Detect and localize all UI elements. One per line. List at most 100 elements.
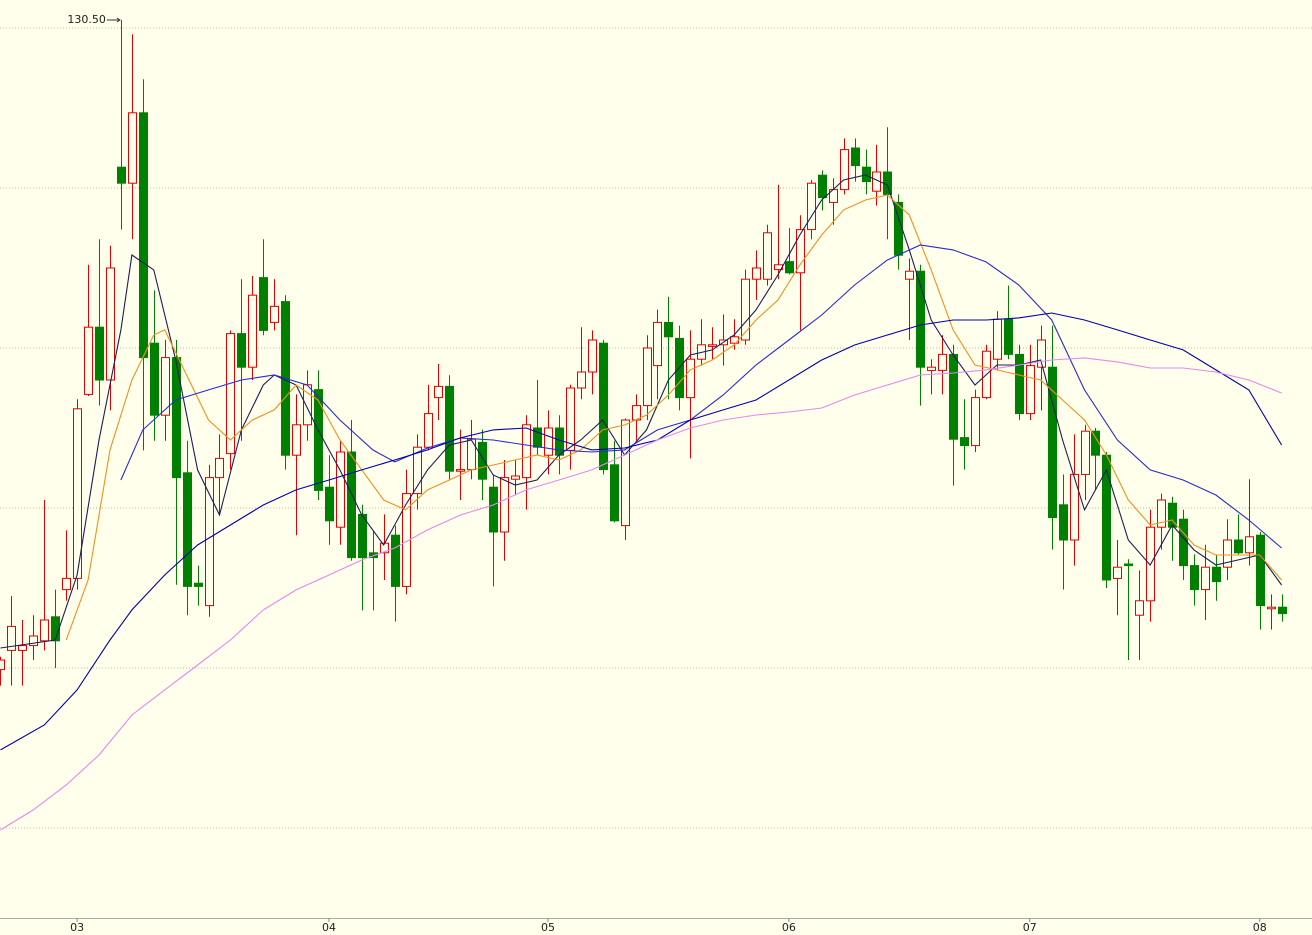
candle-body-up xyxy=(270,305,279,323)
candle-body-down xyxy=(489,486,498,533)
x-tick-label: 04 xyxy=(322,921,336,934)
candle-body-down xyxy=(314,389,323,491)
candle-body-down xyxy=(172,357,181,479)
candle-body-up xyxy=(84,326,93,395)
candle-body-down xyxy=(555,427,564,456)
candle-body-up xyxy=(424,413,433,448)
x-tick-label: 05 xyxy=(541,921,555,934)
candle-body-up xyxy=(402,493,411,587)
candle-body-up xyxy=(1113,566,1122,579)
candle-body-up xyxy=(128,112,137,184)
candle-body-up xyxy=(752,267,761,280)
candle-body-up xyxy=(1070,473,1079,541)
candle-body-up xyxy=(1267,606,1276,610)
candle-body-down xyxy=(259,277,268,331)
x-tick-label: 03 xyxy=(70,921,84,934)
candle-body-up xyxy=(905,270,914,280)
moving-average-line xyxy=(0,174,1283,649)
candle-body-up xyxy=(1245,536,1254,554)
candle-body-up xyxy=(1037,339,1046,368)
candle-body-up xyxy=(522,424,531,479)
candle-body-up xyxy=(763,232,772,280)
candle-body-down xyxy=(478,441,487,480)
candle-body-down xyxy=(1015,353,1024,415)
candle-body-up xyxy=(0,659,5,671)
x-tick-label: 08 xyxy=(1253,921,1267,934)
candle-body-up xyxy=(413,446,422,495)
candle-body-up xyxy=(336,451,345,528)
candle-body-up xyxy=(993,318,1002,360)
candle-body-down xyxy=(445,385,454,472)
candle-body-down xyxy=(1091,430,1100,456)
candle-body-up xyxy=(500,477,509,533)
candle-body-down xyxy=(139,112,148,359)
candle-body-up xyxy=(511,475,520,480)
candle-body-down xyxy=(785,261,794,274)
candle-body-down xyxy=(862,166,871,183)
candle-body-up xyxy=(796,229,805,274)
candle-body-up xyxy=(292,424,301,456)
candle-body-down xyxy=(51,616,60,642)
candle-body-down xyxy=(1059,504,1068,541)
moving-average-line xyxy=(65,194,1283,641)
candle-body-down xyxy=(916,270,925,368)
moving-average-line xyxy=(0,312,1283,751)
annotation-label: 130.50 xyxy=(67,13,106,26)
candle-body-up xyxy=(588,339,597,373)
moving-average-line xyxy=(0,357,1282,831)
candle-body-down xyxy=(1048,366,1057,519)
candle-body-down xyxy=(1256,534,1265,607)
x-tick-label: 06 xyxy=(782,921,796,934)
candle-body-down xyxy=(183,472,192,587)
candle-body-down xyxy=(610,464,619,522)
candle-body-up xyxy=(653,321,662,367)
candle-body-up xyxy=(971,397,980,447)
candle-body-up xyxy=(544,427,553,456)
x-tick-label: 07 xyxy=(1023,921,1037,934)
candle-body-down xyxy=(325,486,334,522)
candle-body-up xyxy=(1223,539,1232,568)
candle-body-up xyxy=(29,635,38,647)
candle-body-down xyxy=(358,513,367,559)
candle-body-up xyxy=(215,457,224,479)
candle-body-down xyxy=(818,174,827,199)
candle-body-up xyxy=(643,347,652,407)
candle-body-up xyxy=(807,182,816,231)
candle-body-up xyxy=(18,645,27,651)
candle-body-up xyxy=(106,267,115,381)
candle-body-up xyxy=(840,149,849,191)
candle-body-up xyxy=(1026,365,1035,415)
candle-body-down xyxy=(237,333,246,368)
candle-body-up xyxy=(62,577,71,591)
candle-body-up xyxy=(226,333,235,455)
candle-body-down xyxy=(150,342,159,416)
candle-body-up xyxy=(730,336,739,344)
candle-body-up xyxy=(248,294,257,368)
candle-body-down xyxy=(664,321,673,338)
candle-body-up xyxy=(566,387,575,451)
candle-body-down xyxy=(391,534,400,587)
candle-body-down xyxy=(347,451,356,559)
candle-body-down xyxy=(1168,502,1177,528)
candle-body-up xyxy=(938,353,947,371)
candle-body-down xyxy=(1179,518,1188,567)
candle-body-up xyxy=(686,358,695,399)
candle-body-down xyxy=(1278,606,1287,615)
candle-body-down xyxy=(1124,563,1133,567)
candle-body-down xyxy=(851,147,860,167)
candle-body-up xyxy=(1201,566,1210,591)
candle-body-up xyxy=(73,408,82,579)
candle-body-up xyxy=(708,344,717,347)
candle-body-up xyxy=(1081,430,1090,475)
candle-body-down xyxy=(1190,565,1199,591)
candle-body-down xyxy=(949,353,958,440)
candle-body-up xyxy=(577,371,586,389)
candle-body-down xyxy=(1212,566,1221,583)
candle-body-up xyxy=(1135,600,1144,616)
candle-body-up xyxy=(741,278,750,341)
candle-body-up xyxy=(7,625,16,651)
candle-body-down xyxy=(599,342,608,471)
candle-body-up xyxy=(205,477,214,607)
candle-body-down xyxy=(1004,318,1013,355)
